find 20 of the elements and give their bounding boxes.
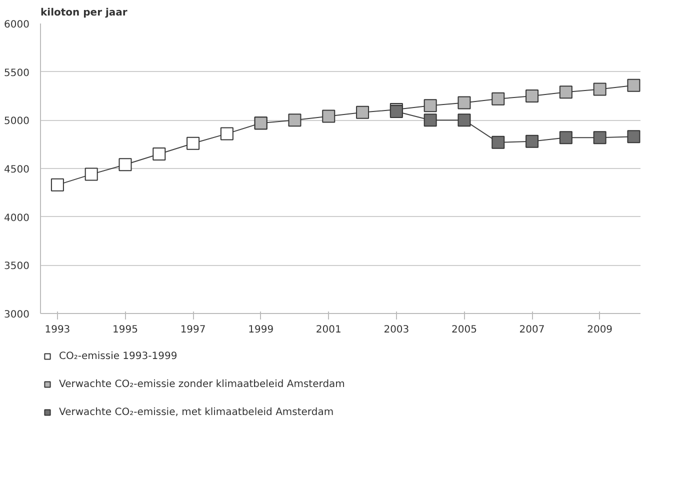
x-tick-label: 2009	[587, 324, 613, 336]
y-tick-label: 5500	[4, 68, 30, 79]
x-tick-label: 1993	[44, 324, 70, 336]
y-tick-label: 3000	[4, 310, 30, 320]
y-tick-label: 3500	[4, 261, 30, 272]
y-tick-label: 6000	[4, 20, 30, 30]
x-tick-label: 2005	[452, 324, 477, 336]
legend-label: Verwachte CO₂-emissie zonder klimaatbeleid Amsterdam	[59, 378, 345, 390]
x-tick-label: 1997	[180, 324, 206, 336]
x-tick-label: 1999	[248, 324, 274, 336]
y-tick-label: 5000	[4, 116, 30, 128]
y-axis-title: kiloton per jaar	[40, 8, 128, 18]
legend-label: Verwachte CO₂-emissie, met klimaatbeleid Amsterdam	[59, 406, 334, 418]
y-tick-label: 4500	[4, 164, 30, 176]
legend-label: CO₂-emissie 1993-1999	[59, 350, 178, 362]
x-tick-label: 2001	[316, 324, 342, 336]
x-tick-label: 2003	[384, 324, 410, 336]
x-tick-label: 2007	[519, 324, 545, 336]
y-tick-label: 4000	[4, 212, 30, 224]
x-tick-label: 1995	[112, 324, 138, 336]
